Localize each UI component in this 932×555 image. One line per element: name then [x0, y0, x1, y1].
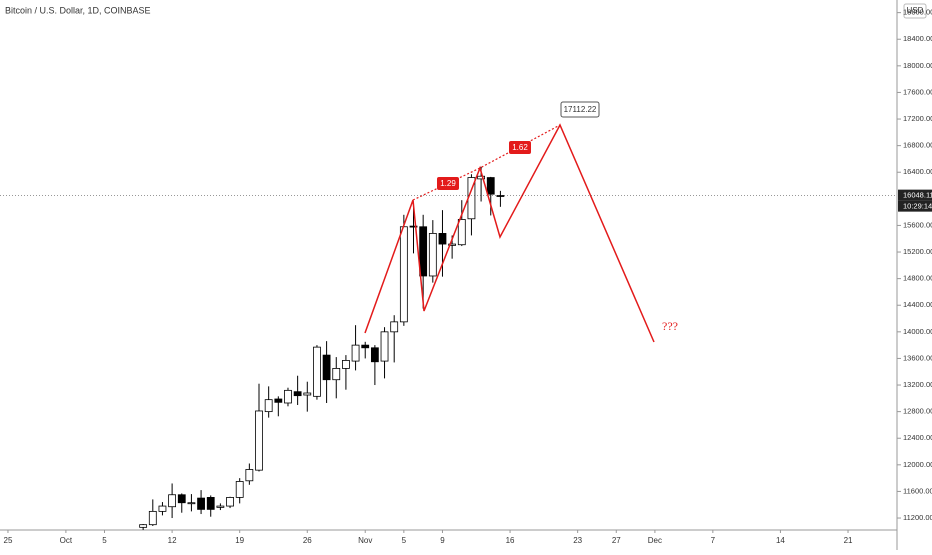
x-tick-label: 12 [168, 536, 177, 545]
candle-body [168, 494, 177, 508]
chart-title: Bitcoin / U.S. Dollar, 1D, COINBASE [5, 5, 151, 15]
y-tick-label: 11600.00 [903, 486, 932, 495]
candle-body [158, 505, 167, 512]
candle-body [245, 469, 254, 482]
candle-body [274, 398, 283, 403]
y-tick-label: 13200.00 [903, 380, 932, 389]
ratio-box [437, 177, 459, 190]
candle-body [139, 524, 148, 528]
x-tick-label: 5 [102, 536, 107, 545]
fib-line [412, 124, 561, 201]
candle-body [264, 399, 273, 413]
candle-body [216, 505, 225, 508]
candle-body [486, 177, 495, 195]
candle-body [293, 391, 302, 397]
candle-body [370, 347, 379, 363]
candle-body [496, 195, 505, 197]
x-tick-label: 9 [440, 536, 445, 545]
y-tick-label: 18400.00 [903, 34, 932, 43]
ratio-label: 1.62 [512, 143, 528, 152]
y-tick-label: 18000.00 [903, 61, 932, 70]
x-tick-label: 27 [612, 536, 621, 545]
y-tick-label: 14400.00 [903, 300, 932, 309]
x-tick-label: 26 [303, 536, 312, 545]
currency-box[interactable] [903, 3, 927, 19]
countdown-label: 10:29:14 [903, 202, 932, 211]
countdown-box [898, 200, 932, 212]
candle-body [409, 225, 418, 228]
drawing: 1.29 1.62 17112.22 ??? [364, 101, 678, 343]
candle-body [148, 510, 157, 526]
y-tick-label: 15600.00 [903, 220, 932, 229]
candle-body [322, 354, 331, 381]
target-box [560, 101, 600, 118]
candle-body [390, 321, 399, 333]
x-tick-label: Oct [60, 536, 73, 545]
x-tick-label: 14 [776, 536, 785, 545]
currency: USD [907, 6, 924, 15]
x-tick-label: Nov [358, 536, 372, 545]
y-tick-label: 17600.00 [903, 87, 932, 96]
y-tick-label: 11200.00 [903, 513, 932, 522]
candle-body [399, 226, 408, 323]
y-tick-label: 13600.00 [903, 353, 932, 362]
question-label: ??? [662, 319, 678, 333]
candle-body [226, 497, 234, 507]
x-tick-label: Dec [648, 536, 662, 545]
candle-body [332, 368, 341, 381]
candle-body [255, 410, 263, 471]
x-tick-label: 25 [4, 536, 13, 545]
candle-body [419, 226, 428, 277]
ratio-label: 1.29 [440, 179, 456, 188]
candle-body [477, 175, 485, 180]
candle-body [284, 389, 292, 404]
y-tick-label: 18800.00 [903, 8, 932, 17]
candle-body [438, 233, 447, 245]
x-tick-label: 16 [506, 536, 515, 545]
candle-body [313, 346, 321, 397]
candle-body [235, 481, 244, 498]
y-tick-label: 12000.00 [903, 460, 932, 469]
y-tick-label: 12400.00 [903, 433, 932, 442]
ratio-box [509, 141, 531, 154]
candle-body [187, 502, 196, 505]
y-tick-label: 15200.00 [903, 247, 932, 256]
candle-body [197, 497, 205, 510]
target-label: 17112.22 [564, 105, 597, 114]
candle-body [380, 331, 389, 362]
y-tick-label: 17200.00 [903, 114, 932, 123]
candle-body [428, 233, 437, 277]
x-tick-label: 7 [711, 536, 716, 545]
y-tick-label: 16800.00 [903, 141, 932, 150]
x-tick-label: 19 [235, 536, 244, 545]
candle-body [361, 344, 370, 349]
x-tick-label: 23 [573, 536, 582, 545]
candle-body [351, 344, 360, 362]
y-tick-label: 14800.00 [903, 274, 932, 283]
candle-body [457, 219, 466, 246]
x-tick-label: 5 [402, 536, 407, 545]
candle-body [342, 360, 350, 369]
x-tick-label: 21 [844, 536, 853, 545]
y-tick-label: 14000.00 [903, 327, 932, 336]
last-price-box [898, 189, 932, 201]
candle-body [448, 243, 457, 246]
last-price-label: 16048.11 [903, 191, 932, 200]
candle-body [303, 392, 312, 396]
candle-body [206, 497, 215, 510]
candles [139, 166, 505, 530]
candle-body [177, 494, 186, 504]
y-tick-label: 16400.00 [903, 167, 932, 176]
y-tick-label: 12800.00 [903, 407, 932, 416]
